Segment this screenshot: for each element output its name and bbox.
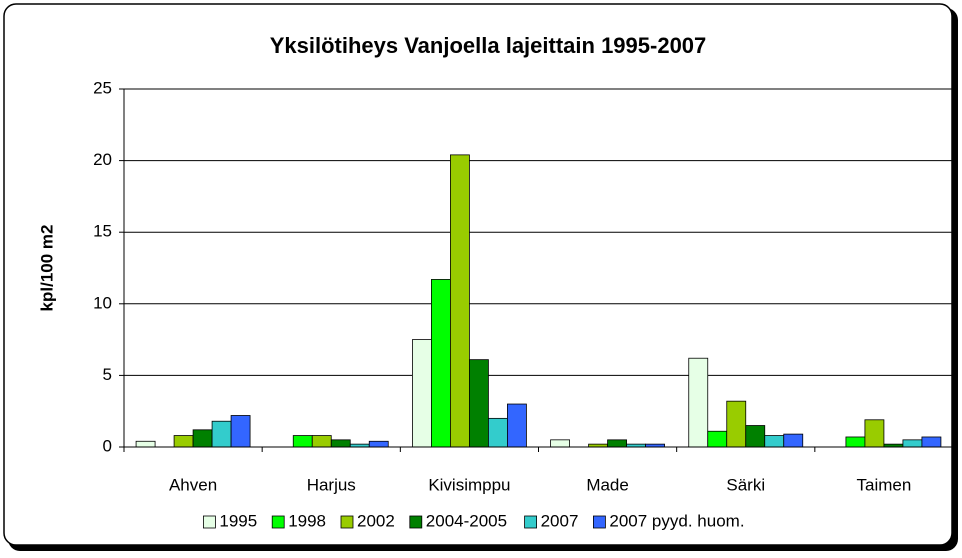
y-axis-label: kpl/100 m2 bbox=[37, 225, 56, 312]
legend-label: 2007 pyyd. huom. bbox=[609, 511, 744, 530]
y-tick-label: 0 bbox=[103, 436, 112, 455]
legend-swatch bbox=[593, 515, 606, 529]
y-tick-label: 5 bbox=[103, 365, 112, 384]
bar bbox=[311, 435, 332, 448]
bar bbox=[192, 429, 213, 448]
y-tick-label: 20 bbox=[93, 150, 112, 169]
bar bbox=[135, 440, 156, 448]
bar bbox=[173, 435, 194, 448]
bar bbox=[707, 430, 728, 448]
legend-swatch bbox=[340, 515, 354, 529]
y-tick-label: 15 bbox=[93, 222, 112, 241]
legend-label: 1998 bbox=[288, 511, 326, 530]
legend-label: 1995 bbox=[219, 511, 257, 530]
legend-label: 2004-2005 bbox=[426, 511, 507, 530]
bar bbox=[845, 436, 866, 448]
bar bbox=[412, 339, 432, 448]
bar bbox=[745, 425, 766, 448]
bar bbox=[864, 419, 885, 448]
bar bbox=[469, 359, 489, 448]
bar bbox=[488, 417, 508, 448]
legend-swatch bbox=[524, 515, 537, 529]
bar bbox=[764, 435, 785, 448]
bar bbox=[550, 439, 570, 448]
y-tick-label: 25 bbox=[93, 78, 112, 97]
x-tick-label: Made bbox=[586, 475, 629, 494]
legend-label: 2007 bbox=[541, 511, 579, 530]
bar bbox=[211, 420, 232, 448]
y-tick-label: 10 bbox=[93, 293, 112, 312]
x-tick-label: Kivisimppu bbox=[428, 475, 510, 494]
bar bbox=[330, 439, 351, 448]
frame bbox=[3, 3, 953, 546]
bar bbox=[507, 403, 527, 448]
bar bbox=[783, 433, 804, 448]
bar bbox=[902, 439, 923, 448]
bar bbox=[292, 435, 313, 448]
bar bbox=[368, 440, 389, 448]
legend-label: 2002 bbox=[357, 511, 395, 530]
bar bbox=[431, 279, 451, 448]
x-tick-label: Taimen bbox=[857, 475, 912, 494]
legend-swatch bbox=[409, 515, 423, 529]
legend-swatch bbox=[271, 515, 285, 529]
bar bbox=[921, 436, 942, 448]
x-tick-label: Särki bbox=[726, 475, 765, 494]
bar bbox=[450, 154, 470, 448]
bar bbox=[688, 357, 709, 448]
legend-swatch bbox=[202, 515, 216, 529]
bar bbox=[726, 400, 747, 448]
x-tick-label: Harjus bbox=[307, 475, 356, 494]
bar bbox=[607, 439, 627, 448]
chart-title: Yksilötiheys Vanjoella lajeittain 1995-2… bbox=[270, 33, 707, 58]
x-tick-label: Ahven bbox=[169, 475, 217, 494]
bar bbox=[230, 415, 251, 448]
